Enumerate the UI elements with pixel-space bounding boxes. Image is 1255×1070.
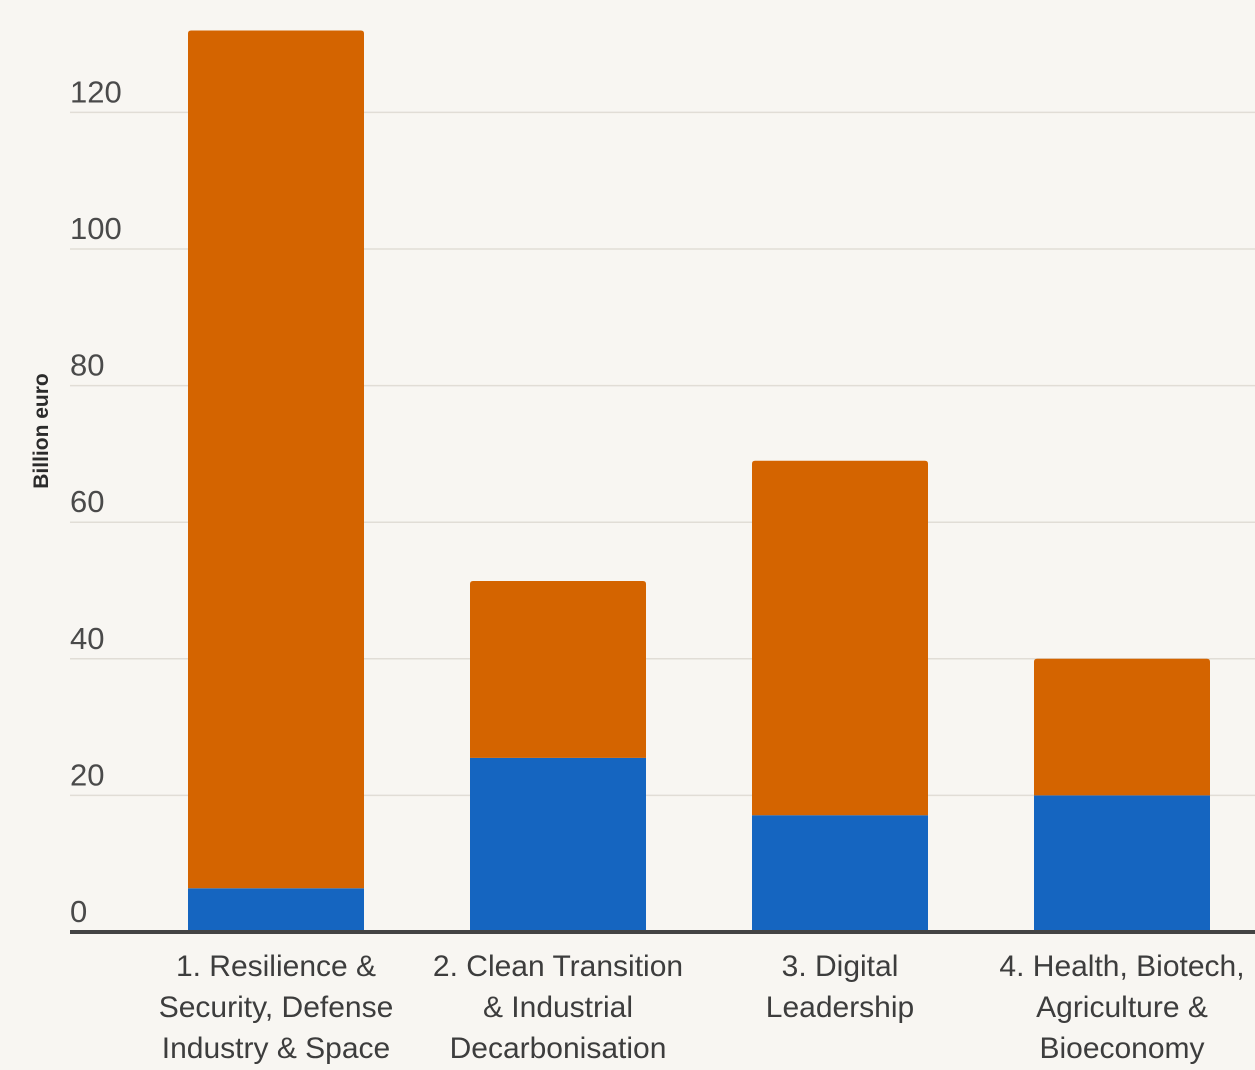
y-tick-label: 100 — [70, 211, 122, 246]
category-label: 4. Health, Biotech, — [999, 950, 1244, 983]
bar-segment-series-1 — [470, 757, 646, 932]
y-tick-label: 20 — [70, 757, 104, 792]
y-axis-title: Billion euro — [30, 373, 53, 489]
category-label: & Industrial — [483, 991, 633, 1024]
category-label: 3. Digital — [782, 950, 899, 983]
y-tick-labels: 0 20 40 60 80 100 120 — [70, 74, 122, 929]
category-label: Industry & Space — [162, 1032, 390, 1065]
category-label: Bioeconomy — [1039, 1032, 1204, 1065]
bar-segment-series-2 — [470, 580, 646, 758]
bar-segment-series-2 — [752, 460, 928, 816]
y-tick-label: 80 — [70, 348, 104, 383]
bar-segment-series-2 — [1034, 658, 1210, 796]
category-label: Decarbonisation — [450, 1032, 667, 1065]
bars — [188, 30, 1210, 932]
y-tick-label: 60 — [70, 484, 104, 519]
y-tick-label: 120 — [70, 74, 122, 109]
bar-segment-series-1 — [752, 815, 928, 932]
bar-segment-series-2 — [188, 30, 364, 889]
category-label: Agriculture & — [1036, 991, 1208, 1024]
y-tick-label: 0 — [70, 894, 87, 929]
category-label: 2. Clean Transition — [433, 950, 683, 983]
category-label: 1. Resilience & — [176, 950, 376, 983]
category-label: Security, Defense — [159, 991, 394, 1024]
y-tick-label: 40 — [70, 621, 104, 656]
category-labels: 1. Resilience & Security, Defense Industry… — [159, 950, 1245, 1065]
bar-segment-series-1 — [188, 888, 364, 932]
category-label: Leadership — [766, 991, 914, 1024]
bar-segment-series-1 — [1034, 795, 1210, 932]
